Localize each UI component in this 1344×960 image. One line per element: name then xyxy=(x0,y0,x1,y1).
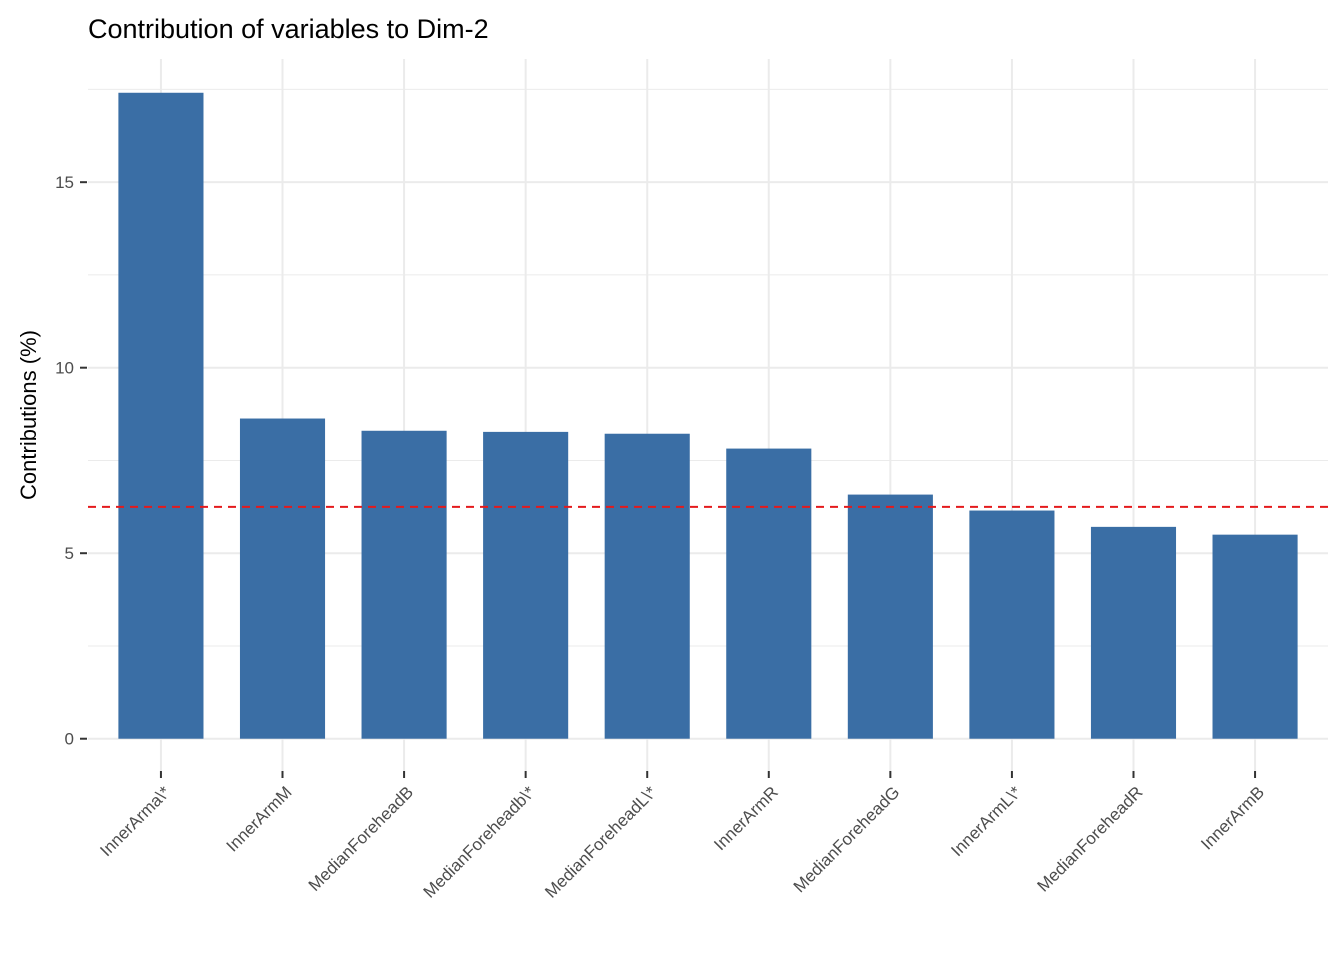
chart-title: Contribution of variables to Dim-2 xyxy=(88,14,489,44)
bar xyxy=(604,433,690,739)
x-tick-label: MedianForeheadR xyxy=(1034,783,1147,896)
bar xyxy=(726,448,812,739)
y-tick-label: 0 xyxy=(65,730,74,749)
x-tick-label: InnerArmL\* xyxy=(947,782,1025,860)
bar xyxy=(239,418,326,739)
bar xyxy=(118,92,204,739)
y-tick-label: 15 xyxy=(55,173,74,192)
bar xyxy=(847,494,933,739)
x-tick-label: MedianForeheadb\* xyxy=(420,782,539,901)
bar xyxy=(361,430,447,739)
y-tick-label: 5 xyxy=(65,544,74,563)
x-tick-label: MedianForeheadB xyxy=(305,783,417,895)
x-tick-label: MedianForeheadL\* xyxy=(541,782,660,901)
x-tick-label: InnerArmR xyxy=(710,783,782,855)
x-tick-label: InnerArmM xyxy=(223,783,296,856)
x-tick-label: InnerArma\* xyxy=(96,782,174,860)
bar xyxy=(483,431,569,739)
x-tick-label: MedianForeheadG xyxy=(790,783,904,897)
bar xyxy=(1090,526,1177,739)
y-tick-label: 10 xyxy=(55,359,74,378)
x-tick-label: InnerArmB xyxy=(1197,783,1268,854)
bar xyxy=(969,510,1055,739)
y-axis-label: Contributions (%) xyxy=(16,330,41,500)
bar xyxy=(1212,534,1298,739)
